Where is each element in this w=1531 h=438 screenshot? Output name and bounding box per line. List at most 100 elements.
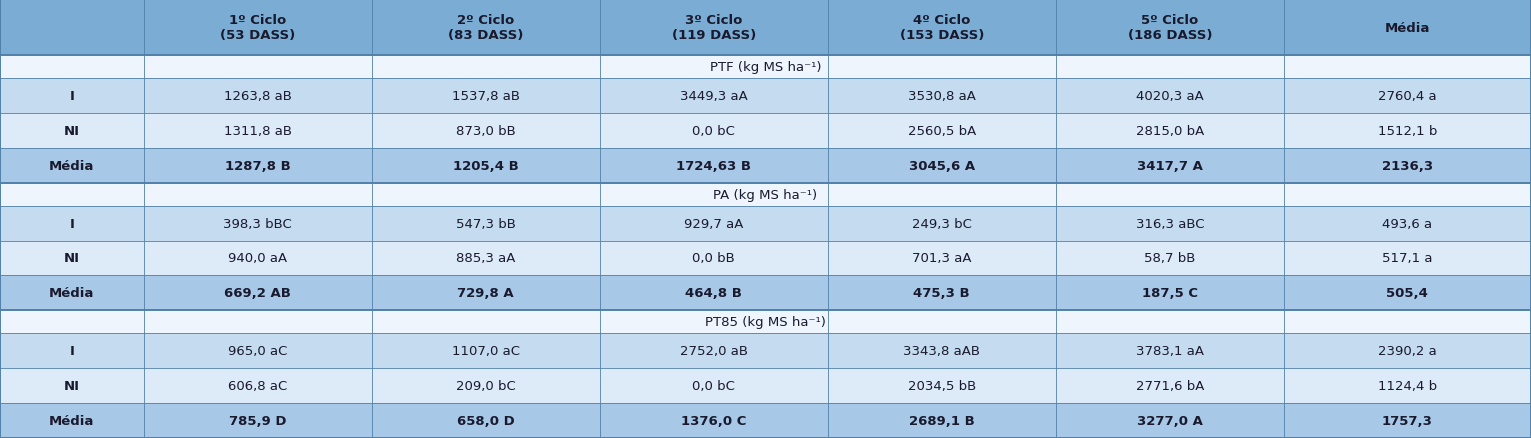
Text: 2136,3: 2136,3 xyxy=(1382,159,1433,173)
Text: Média: Média xyxy=(49,159,95,173)
Text: 729,8 A: 729,8 A xyxy=(458,287,514,300)
Bar xyxy=(0,206,144,241)
Text: 209,0 bC: 209,0 bC xyxy=(456,379,516,392)
Bar xyxy=(1285,79,1531,114)
Bar xyxy=(1285,333,1531,368)
Bar xyxy=(600,311,828,333)
Bar xyxy=(828,0,1056,56)
Bar xyxy=(372,79,600,114)
Text: 1512,1 b: 1512,1 b xyxy=(1378,125,1438,138)
Text: PTF (kg MS ha⁻¹): PTF (kg MS ha⁻¹) xyxy=(710,61,821,74)
Bar xyxy=(600,56,828,79)
Bar xyxy=(372,333,600,368)
Text: Média: Média xyxy=(1384,21,1430,35)
Bar xyxy=(144,184,372,206)
Bar xyxy=(144,56,372,79)
Bar xyxy=(144,114,372,148)
Text: 0,0 bB: 0,0 bB xyxy=(692,252,735,265)
Bar xyxy=(144,276,372,311)
Text: 2815,0 bA: 2815,0 bA xyxy=(1136,125,1203,138)
Text: 929,7 aA: 929,7 aA xyxy=(684,217,744,230)
Text: I: I xyxy=(69,90,73,103)
Bar xyxy=(372,0,600,56)
Text: 2390,2 a: 2390,2 a xyxy=(1378,344,1436,357)
Bar xyxy=(372,206,600,241)
Bar xyxy=(1056,114,1285,148)
Bar xyxy=(828,148,1056,184)
Bar xyxy=(372,184,600,206)
Bar xyxy=(828,206,1056,241)
Bar xyxy=(372,403,600,438)
Bar xyxy=(1056,368,1285,403)
Text: 965,0 aC: 965,0 aC xyxy=(228,344,288,357)
Bar xyxy=(828,368,1056,403)
Text: I: I xyxy=(69,217,73,230)
Text: 2034,5 bB: 2034,5 bB xyxy=(908,379,975,392)
Text: 1287,8 B: 1287,8 B xyxy=(225,159,291,173)
Text: 187,5 C: 187,5 C xyxy=(1142,287,1197,300)
Text: 1205,4 B: 1205,4 B xyxy=(453,159,519,173)
Text: 249,3 bC: 249,3 bC xyxy=(912,217,972,230)
Bar xyxy=(144,368,372,403)
Bar xyxy=(0,403,144,438)
Bar xyxy=(372,368,600,403)
Text: 0,0 bC: 0,0 bC xyxy=(692,379,735,392)
Text: 3277,0 A: 3277,0 A xyxy=(1138,414,1203,427)
Text: NI: NI xyxy=(64,252,80,265)
Bar xyxy=(600,184,828,206)
Text: 873,0 bB: 873,0 bB xyxy=(456,125,516,138)
Bar xyxy=(828,403,1056,438)
Text: 0,0 bC: 0,0 bC xyxy=(692,125,735,138)
Text: 606,8 aC: 606,8 aC xyxy=(228,379,288,392)
Bar xyxy=(144,79,372,114)
Text: 3417,7 A: 3417,7 A xyxy=(1138,159,1203,173)
Text: 1311,8 aB: 1311,8 aB xyxy=(224,125,291,138)
Bar xyxy=(0,79,144,114)
Bar xyxy=(828,241,1056,276)
Bar xyxy=(1056,148,1285,184)
Bar xyxy=(144,241,372,276)
Text: 4020,3 aA: 4020,3 aA xyxy=(1136,90,1203,103)
Bar xyxy=(828,333,1056,368)
Text: 885,3 aA: 885,3 aA xyxy=(456,252,516,265)
Text: 3783,1 aA: 3783,1 aA xyxy=(1136,344,1203,357)
Text: 1124,4 b: 1124,4 b xyxy=(1378,379,1438,392)
Bar xyxy=(1056,56,1285,79)
Bar xyxy=(828,311,1056,333)
Text: 1376,0 C: 1376,0 C xyxy=(681,414,746,427)
Bar xyxy=(372,114,600,148)
Text: I: I xyxy=(69,344,73,357)
Bar xyxy=(600,114,828,148)
Text: 2771,6 bA: 2771,6 bA xyxy=(1136,379,1203,392)
Bar xyxy=(600,148,828,184)
Bar xyxy=(1056,311,1285,333)
Bar xyxy=(0,184,144,206)
Text: 398,3 bBC: 398,3 bBC xyxy=(224,217,292,230)
Bar xyxy=(1285,241,1531,276)
Bar xyxy=(0,333,144,368)
Bar xyxy=(600,333,828,368)
Text: NI: NI xyxy=(64,125,80,138)
Bar xyxy=(0,56,144,79)
Text: 3º Ciclo
(119 DASS): 3º Ciclo (119 DASS) xyxy=(672,14,756,42)
Bar xyxy=(828,184,1056,206)
Text: 4º Ciclo
(153 DASS): 4º Ciclo (153 DASS) xyxy=(900,14,984,42)
Bar xyxy=(1056,184,1285,206)
Text: 669,2 AB: 669,2 AB xyxy=(224,287,291,300)
Bar xyxy=(372,241,600,276)
Bar xyxy=(372,56,600,79)
Bar xyxy=(144,311,372,333)
Text: 464,8 B: 464,8 B xyxy=(686,287,743,300)
Text: 658,0 D: 658,0 D xyxy=(456,414,514,427)
Text: 493,6 a: 493,6 a xyxy=(1382,217,1433,230)
Bar xyxy=(0,0,144,56)
Text: Média: Média xyxy=(49,287,95,300)
Bar xyxy=(828,276,1056,311)
Bar xyxy=(600,403,828,438)
Text: 2689,1 B: 2689,1 B xyxy=(909,414,975,427)
Bar xyxy=(1056,79,1285,114)
Text: Média: Média xyxy=(49,414,95,427)
Bar xyxy=(372,311,600,333)
Bar xyxy=(1285,276,1531,311)
Bar xyxy=(600,368,828,403)
